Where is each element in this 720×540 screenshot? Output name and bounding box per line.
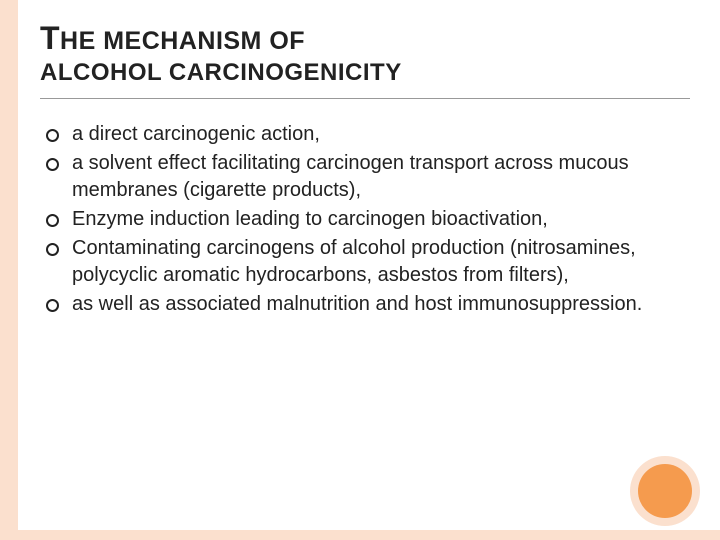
title-line-2: alcohol carcinogenicity (40, 58, 690, 88)
list-item: as well as associated malnutrition and h… (44, 291, 690, 318)
list-item: Enzyme induction leading to carcinogen b… (44, 206, 690, 233)
list-item: Contaminating carcinogens of alcohol pro… (44, 235, 690, 289)
slide-title: The mechanism of alcohol carcinogenicity (40, 18, 690, 99)
left-accent-bar (0, 0, 18, 540)
title-first-letter: T (40, 20, 60, 56)
list-item: a direct carcinogenic action, (44, 121, 690, 148)
title-line-1: The mechanism of (40, 18, 690, 58)
decorative-circle-inner (638, 464, 692, 518)
bottom-accent-bar (0, 530, 720, 540)
list-item: a solvent effect facilitating carcinogen… (44, 150, 690, 204)
title-line-1-rest: he mechanism of (60, 27, 305, 55)
bullet-list: a direct carcinogenic action, a solvent … (40, 121, 690, 318)
slide-content: The mechanism of alcohol carcinogenicity… (40, 18, 690, 320)
